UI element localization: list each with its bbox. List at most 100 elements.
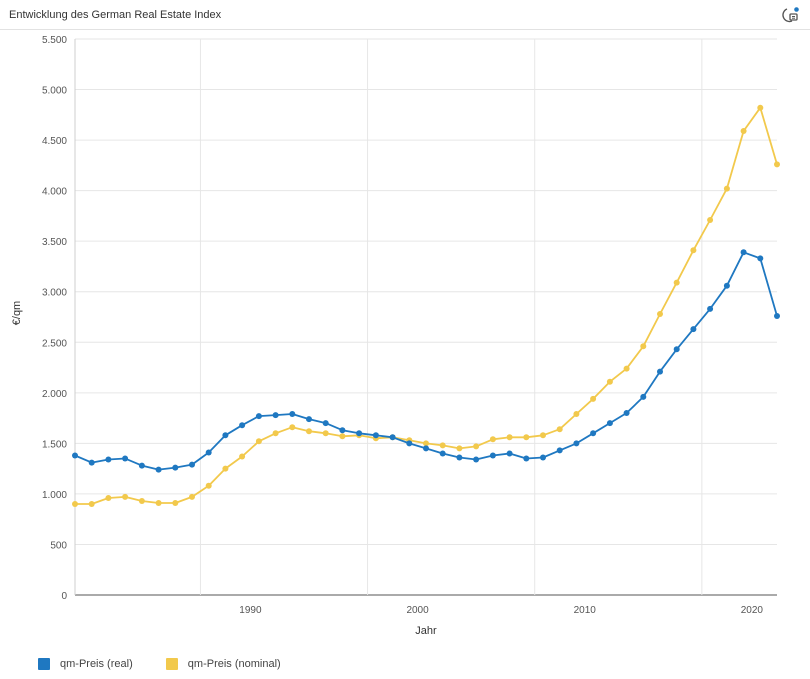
- data-point-nominal: [239, 453, 246, 460]
- data-point-real: [556, 447, 563, 454]
- data-point-nominal: [88, 501, 95, 507]
- y-tick-label: 4.500: [42, 136, 67, 147]
- data-point-real: [205, 449, 212, 456]
- data-point-nominal: [205, 482, 212, 489]
- data-point-nominal: [306, 428, 312, 435]
- data-point-real: [239, 422, 246, 429]
- x-tick-label: 1990: [239, 605, 262, 616]
- data-point-real: [774, 313, 780, 319]
- data-point-nominal: [339, 433, 346, 440]
- data-point-real: [339, 427, 346, 434]
- data-point-nominal: [640, 343, 647, 350]
- legend-item-nominal[interactable]: qm-Preis (nominal): [165, 658, 281, 670]
- data-point-nominal: [322, 430, 329, 437]
- data-point-real: [640, 393, 647, 400]
- data-point-real: [105, 456, 112, 463]
- y-tick-label: 3.000: [42, 288, 67, 299]
- data-point-real: [423, 445, 429, 452]
- data-point-real: [657, 368, 663, 375]
- y-tick-label: 1.500: [42, 439, 67, 450]
- data-point-real: [88, 459, 95, 466]
- data-point-real: [272, 412, 279, 419]
- legend-swatch-real: [38, 658, 50, 670]
- data-point-real: [322, 420, 329, 427]
- data-point-real: [723, 282, 730, 289]
- data-point-nominal: [255, 438, 262, 445]
- data-point-nominal: [189, 493, 195, 500]
- data-point-nominal: [606, 378, 613, 385]
- data-point-real: [590, 430, 597, 437]
- data-point-nominal: [138, 498, 145, 504]
- y-tick-label: 0: [61, 591, 67, 602]
- data-point-nominal: [506, 434, 513, 441]
- data-point-nominal: [172, 500, 179, 506]
- data-point-nominal: [774, 161, 780, 168]
- y-tick-label: 5.500: [42, 35, 67, 46]
- data-point-nominal: [707, 217, 714, 223]
- chart-title: Entwicklung des German Real Estate Index: [9, 9, 222, 21]
- data-point-real: [673, 346, 680, 353]
- data-point-nominal: [690, 247, 697, 254]
- line-chart: 0 500 1.000 1.500 2.000 2.500 3.000 3.500 4.000 4…: [11, 35, 780, 637]
- axes: 0 500 1.000 1.500 2.000 2.500 3.000 3.500 4.000 4…: [42, 35, 763, 616]
- chart-menu-icon[interactable]: [782, 6, 800, 24]
- data-point-nominal: [657, 311, 663, 317]
- data-point-nominal: [289, 424, 296, 431]
- x-axis-label: Jahr: [415, 625, 437, 637]
- data-point-real: [740, 249, 747, 256]
- x-tick-label: 2000: [406, 605, 429, 616]
- y-tick-label: 4.000: [42, 187, 67, 198]
- y-axis-label: €/qm: [11, 301, 23, 325]
- data-point-real: [389, 434, 396, 441]
- data-point-nominal: [523, 434, 530, 441]
- series-line-real: [74, 251, 778, 471]
- y-tick-label: 2.000: [42, 389, 67, 400]
- x-tick-label: 2020: [741, 605, 764, 616]
- data-point-real: [155, 466, 162, 473]
- data-point-real: [406, 440, 413, 447]
- data-point-nominal: [72, 501, 78, 507]
- data-point-real: [540, 454, 546, 461]
- data-point-real: [306, 416, 312, 423]
- data-point-nominal: [473, 443, 480, 450]
- data-point-nominal: [456, 445, 463, 452]
- data-point-real: [72, 452, 78, 459]
- data-point-real: [356, 430, 363, 437]
- data-point-real: [690, 326, 697, 333]
- legend-label-real: qm-Preis (real): [60, 658, 133, 670]
- legend: qm-Preis (real) qm-Preis (nominal): [38, 658, 311, 673]
- data-point-real: [122, 455, 129, 462]
- data-point-nominal: [740, 128, 747, 134]
- data-point-real: [523, 455, 530, 462]
- legend-item-real[interactable]: qm-Preis (real): [38, 658, 133, 670]
- y-tick-label: 500: [50, 540, 67, 551]
- data-point-real: [138, 462, 145, 469]
- data-point-real: [372, 432, 379, 439]
- data-point-real: [255, 413, 262, 420]
- data-point-real: [439, 450, 446, 457]
- data-point-nominal: [673, 279, 680, 286]
- data-point-real: [473, 456, 480, 463]
- data-point-real: [606, 420, 613, 427]
- data-point-real: [506, 450, 513, 457]
- data-point-nominal: [623, 365, 630, 372]
- data-point-nominal: [489, 436, 496, 443]
- data-point-real: [623, 410, 630, 416]
- data-point-nominal: [439, 442, 446, 449]
- legend-swatch-nominal: [165, 658, 178, 670]
- data-point-nominal: [556, 426, 563, 433]
- chart-header: Entwicklung des German Real Estate Index: [0, 0, 810, 30]
- data-point-nominal: [540, 432, 546, 439]
- data-point-real: [707, 305, 714, 312]
- data-point-real: [172, 464, 179, 471]
- series-layer: [72, 104, 780, 507]
- y-tick-label: 1.000: [42, 490, 67, 501]
- data-point-nominal: [573, 411, 580, 417]
- data-point-real: [757, 255, 764, 262]
- data-point-real: [289, 411, 296, 417]
- data-point-real: [489, 452, 496, 459]
- grid-lines: [75, 38, 777, 596]
- data-point-nominal: [222, 465, 229, 472]
- data-point-real: [456, 454, 463, 461]
- data-point-nominal: [757, 104, 764, 111]
